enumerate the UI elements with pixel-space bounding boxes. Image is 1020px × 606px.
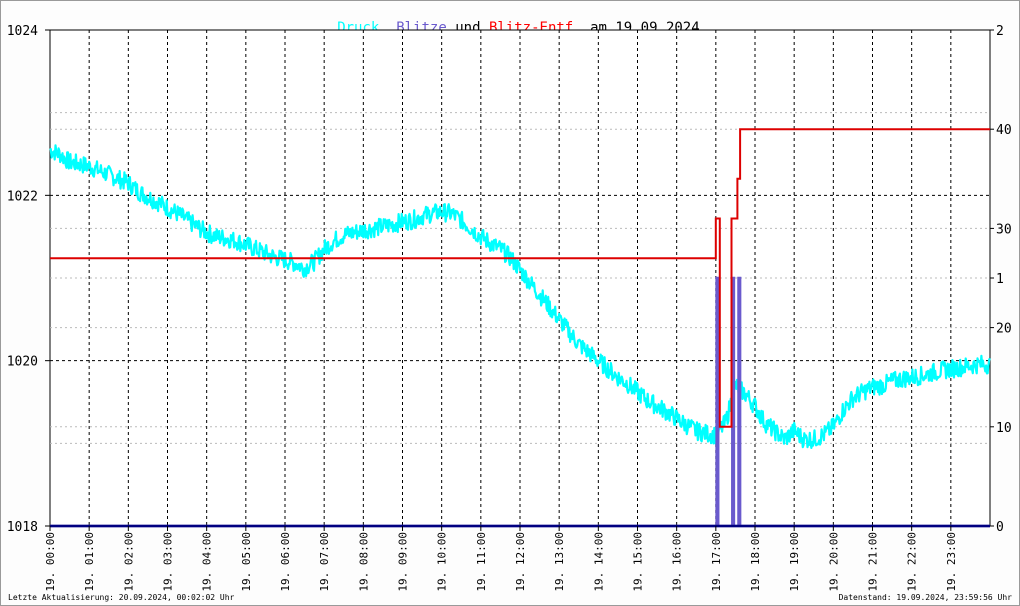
x-tick-label-14: 19. 14:00 — [592, 532, 605, 592]
x-tick-label-0: 19. 00:00 — [44, 532, 57, 592]
x-tick-label-8: 19. 08:00 — [357, 532, 370, 592]
footer-data-status: Datenstand: 19.09.2024, 23:59:56 Uhr — [838, 593, 1012, 602]
y-right-distance-tick-30: 30 — [996, 222, 1012, 237]
x-tick-label-6: 19. 06:00 — [279, 532, 292, 592]
y-left-tick-1024: 1024 — [7, 24, 38, 39]
x-tick-label-19: 19. 19:00 — [788, 532, 801, 592]
x-tick-label-4: 19. 04:00 — [201, 532, 214, 592]
x-tick-label-13: 19. 13:00 — [553, 532, 566, 592]
series-druck-line — [49, 144, 991, 449]
y-left-tick-1020: 1020 — [7, 355, 38, 370]
y-right-distance-tick-40: 40 — [996, 123, 1012, 138]
series-blitz-entf-line — [50, 128, 990, 428]
x-tick-label-23: 19. 23:00 — [945, 532, 958, 592]
x-tick-label-17: 19. 17:00 — [710, 532, 723, 592]
x-tick-label-11: 19. 11:00 — [475, 532, 488, 592]
x-tick-label-9: 19. 09:00 — [397, 532, 410, 592]
footer-last-update: Letzte Aktualisierung: 20.09.2024, 00:02… — [8, 593, 235, 602]
x-tick-label-1: 19. 01:00 — [83, 532, 96, 592]
y-left-tick-1018: 1018 — [7, 520, 38, 535]
x-tick-label-3: 19. 03:00 — [162, 532, 175, 592]
y-left-tick-1022: 1022 — [7, 189, 38, 204]
x-tick-label-10: 19. 10:00 — [436, 532, 449, 592]
x-tick-label-5: 19. 05:00 — [240, 532, 253, 592]
x-tick-label-21: 19. 21:00 — [867, 532, 880, 592]
y-right-strikes-tick-0: 0 — [996, 520, 1004, 535]
x-tick-label-20: 19. 20:00 — [827, 532, 840, 592]
x-tick-label-7: 19. 07:00 — [318, 532, 331, 592]
y-right-distance-tick-10: 10 — [996, 421, 1012, 436]
x-tick-label-18: 19. 18:00 — [749, 532, 762, 592]
x-tick-label-2: 19. 02:00 — [122, 532, 135, 592]
x-tick-label-16: 19. 16:00 — [671, 532, 684, 592]
y-right-strikes-tick-2: 2 — [996, 24, 1004, 39]
x-tick-label-15: 19. 15:00 — [632, 532, 645, 592]
x-tick-label-22: 19. 22:00 — [906, 532, 919, 592]
y-right-strikes-tick-1: 1 — [996, 272, 1004, 287]
x-tick-label-12: 19. 12:00 — [514, 532, 527, 592]
y-right-distance-tick-20: 20 — [996, 322, 1012, 337]
